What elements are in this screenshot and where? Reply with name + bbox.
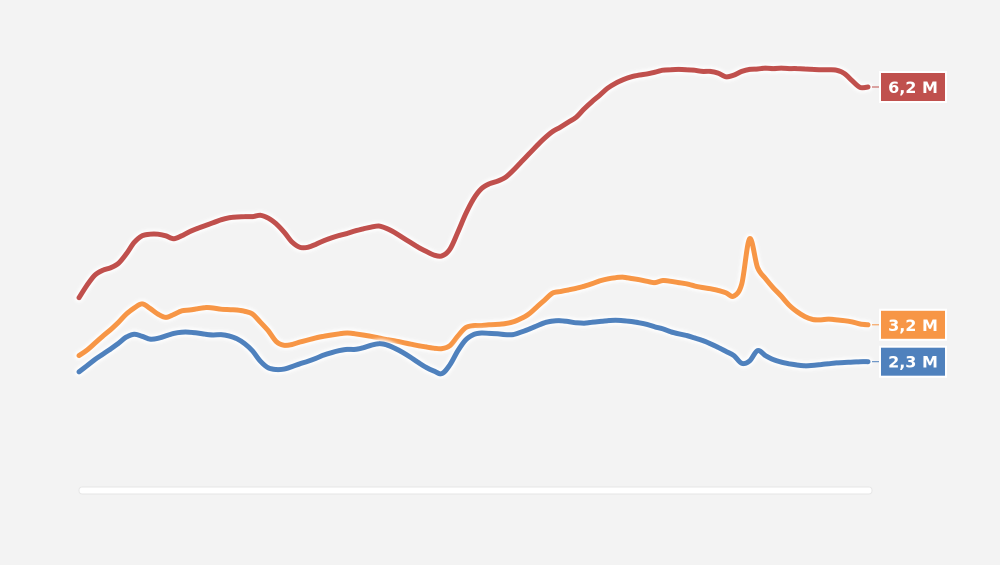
series-0-value-badge (879, 71, 947, 103)
plot-area (74, 63, 873, 379)
series-0-halo (74, 63, 873, 303)
series-1-value-label: 3,2 M (888, 316, 938, 335)
series-1-line[interactable] (76, 236, 871, 359)
series-2-line[interactable] (76, 317, 871, 377)
end-labels: 6,2 M 3,2 M 2,3 M (872, 71, 947, 378)
series-1-value-badge (879, 308, 947, 341)
series-0-value-label: 6,2 M (888, 78, 938, 97)
series-0-line[interactable] (76, 65, 871, 301)
series-2-value-badge (879, 345, 947, 378)
timeline-scrollbar[interactable] (78, 486, 873, 495)
series-2-value-label: 2,3 M (888, 353, 938, 372)
